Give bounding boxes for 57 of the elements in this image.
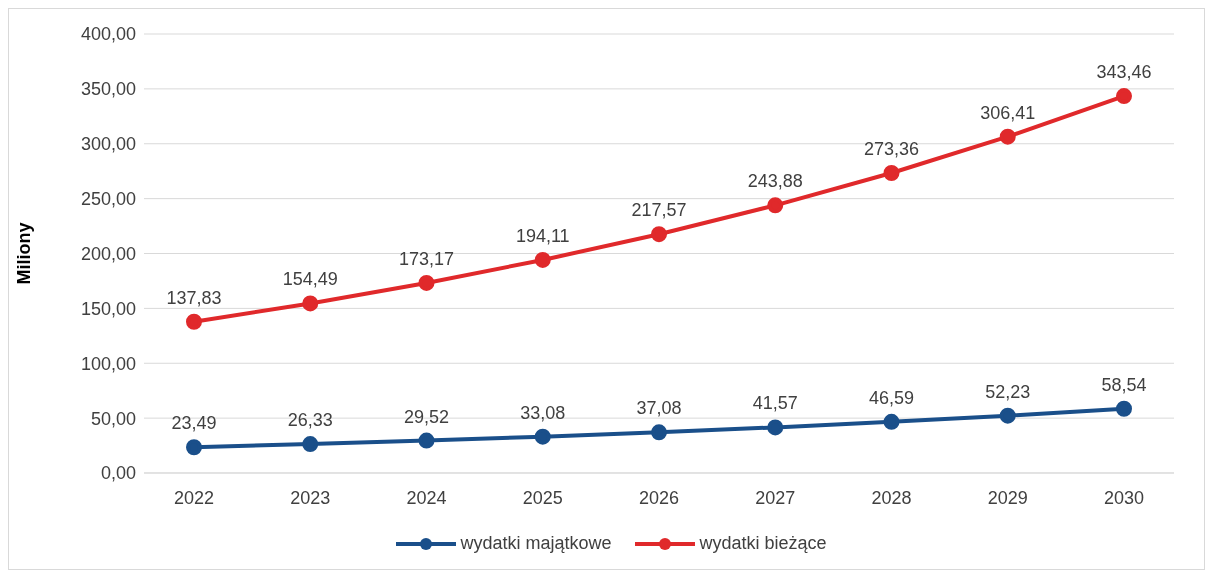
- point: [767, 197, 784, 214]
- data-label: 306,41: [980, 102, 1036, 123]
- point: [534, 251, 551, 268]
- data-label: 137,83: [166, 287, 222, 308]
- y-tick-label: 100,00: [80, 353, 136, 374]
- point: [186, 313, 202, 330]
- legend-label: wydatki bieżące: [698, 533, 827, 554]
- x-tick-label: 2029: [987, 487, 1028, 508]
- data-label: 23,49: [171, 413, 217, 434]
- x-tick-label: 2023: [290, 487, 331, 508]
- point: [534, 428, 551, 445]
- data-label: 273,36: [863, 138, 920, 159]
- data-label: 243,88: [747, 171, 803, 192]
- point: [651, 424, 667, 441]
- point: [418, 274, 435, 291]
- data-label: 343,46: [1096, 62, 1152, 83]
- x-tick-label: 2026: [638, 487, 680, 508]
- point: [883, 164, 900, 181]
- y-tick-label: 50,00: [90, 408, 136, 429]
- point: [767, 419, 784, 436]
- y-tick-label: 350,00: [80, 79, 136, 100]
- point: [302, 295, 319, 312]
- legend-label: wydatki majątkowe: [459, 533, 612, 554]
- x-tick-label: 2024: [406, 487, 447, 508]
- y-tick-label: 250,00: [80, 189, 136, 210]
- y-tick-label: 150,00: [80, 298, 136, 319]
- y-tick-label: 400,00: [80, 24, 136, 45]
- data-label: 29,52: [403, 406, 450, 427]
- point: [999, 128, 1016, 145]
- data-label: 194,11: [515, 225, 570, 246]
- data-label: 217,57: [631, 200, 687, 221]
- data-label: 173,17: [398, 248, 455, 269]
- x-tick-label: 2030: [1103, 487, 1145, 508]
- data-label: 37,08: [636, 398, 682, 419]
- y-axis-title: Miliony: [14, 222, 35, 285]
- point: [883, 413, 900, 430]
- data-label: 52,23: [985, 381, 1031, 402]
- data-label: 154,49: [282, 269, 338, 290]
- x-tick-label: 2027: [755, 487, 796, 508]
- data-label: 58,54: [1101, 374, 1147, 395]
- y-tick-label: 200,00: [80, 243, 136, 264]
- x-tick-label: 2028: [871, 487, 912, 508]
- x-tick-label: 2022: [173, 487, 215, 508]
- point: [418, 432, 435, 449]
- data-label: 46,59: [868, 387, 915, 408]
- x-tick-label: 2025: [522, 487, 563, 508]
- data-label: 33,08: [520, 402, 566, 423]
- point: [1116, 400, 1132, 417]
- y-tick-label: 300,00: [80, 134, 136, 155]
- point: [1116, 88, 1132, 105]
- point: [186, 439, 202, 456]
- point: [651, 226, 667, 243]
- point: [999, 407, 1016, 424]
- data-label: 41,57: [752, 393, 798, 414]
- y-tick-label: 0,00: [100, 463, 136, 484]
- point: [302, 436, 319, 453]
- data-label: 26,33: [287, 410, 333, 431]
